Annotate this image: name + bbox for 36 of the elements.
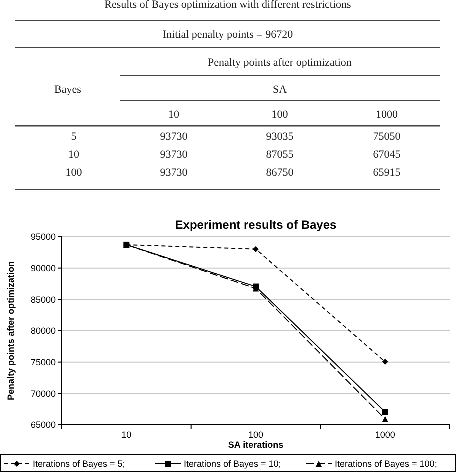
y-tick-label: 75000 bbox=[30, 357, 56, 368]
data-label: 93730 bbox=[160, 167, 188, 179]
y-tick-label: 95000 bbox=[30, 232, 56, 242]
category-label: 10 bbox=[68, 149, 80, 161]
data-label: 67045 bbox=[373, 149, 402, 161]
text: Results of Bayes optimization with different restrictions bbox=[104, 0, 352, 11]
y-tick-label: 90000 bbox=[30, 263, 56, 274]
y-tick-label: 80000 bbox=[30, 326, 56, 336]
data-label: 86750 bbox=[266, 167, 294, 179]
legend-label: Iterations of Bayes = 100; bbox=[335, 459, 438, 470]
text: Bayes bbox=[54, 84, 82, 96]
data-label: 93730 bbox=[160, 131, 188, 143]
category-label: 1000 bbox=[376, 109, 398, 121]
category-label: 100 bbox=[272, 109, 289, 121]
y-tick-label: 70000 bbox=[30, 388, 56, 399]
data-label: 75050 bbox=[373, 131, 402, 143]
x-tick-label: 1000 bbox=[375, 430, 396, 440]
y-tick-label: 65000 bbox=[30, 420, 56, 430]
legend-label: Iterations of Bayes = 10; bbox=[184, 459, 282, 470]
y-axis-title: Penalty points after optimization bbox=[6, 261, 16, 401]
legend-label: Iterations of Bayes = 5; bbox=[33, 459, 126, 470]
category-label: 100 bbox=[66, 167, 82, 179]
data-label: 93035 bbox=[266, 131, 294, 143]
text: SA bbox=[272, 84, 288, 96]
category-label: 5 bbox=[71, 131, 77, 143]
data-label: 65915 bbox=[373, 167, 402, 179]
category-label: 10 bbox=[168, 109, 180, 121]
y-tick-label: 85000 bbox=[30, 294, 56, 305]
text: Penalty points after optimization bbox=[208, 57, 352, 69]
data-label: 93730 bbox=[160, 149, 188, 161]
x-tick-label: 10 bbox=[122, 430, 132, 440]
x-axis-title: SA iterations bbox=[228, 440, 284, 450]
text: Initial penalty points = 96720 bbox=[162, 29, 294, 41]
chart-title: Experiment results of Bayes bbox=[175, 218, 338, 232]
x-tick-label: 100 bbox=[248, 430, 264, 440]
data-label: 87055 bbox=[266, 149, 294, 161]
